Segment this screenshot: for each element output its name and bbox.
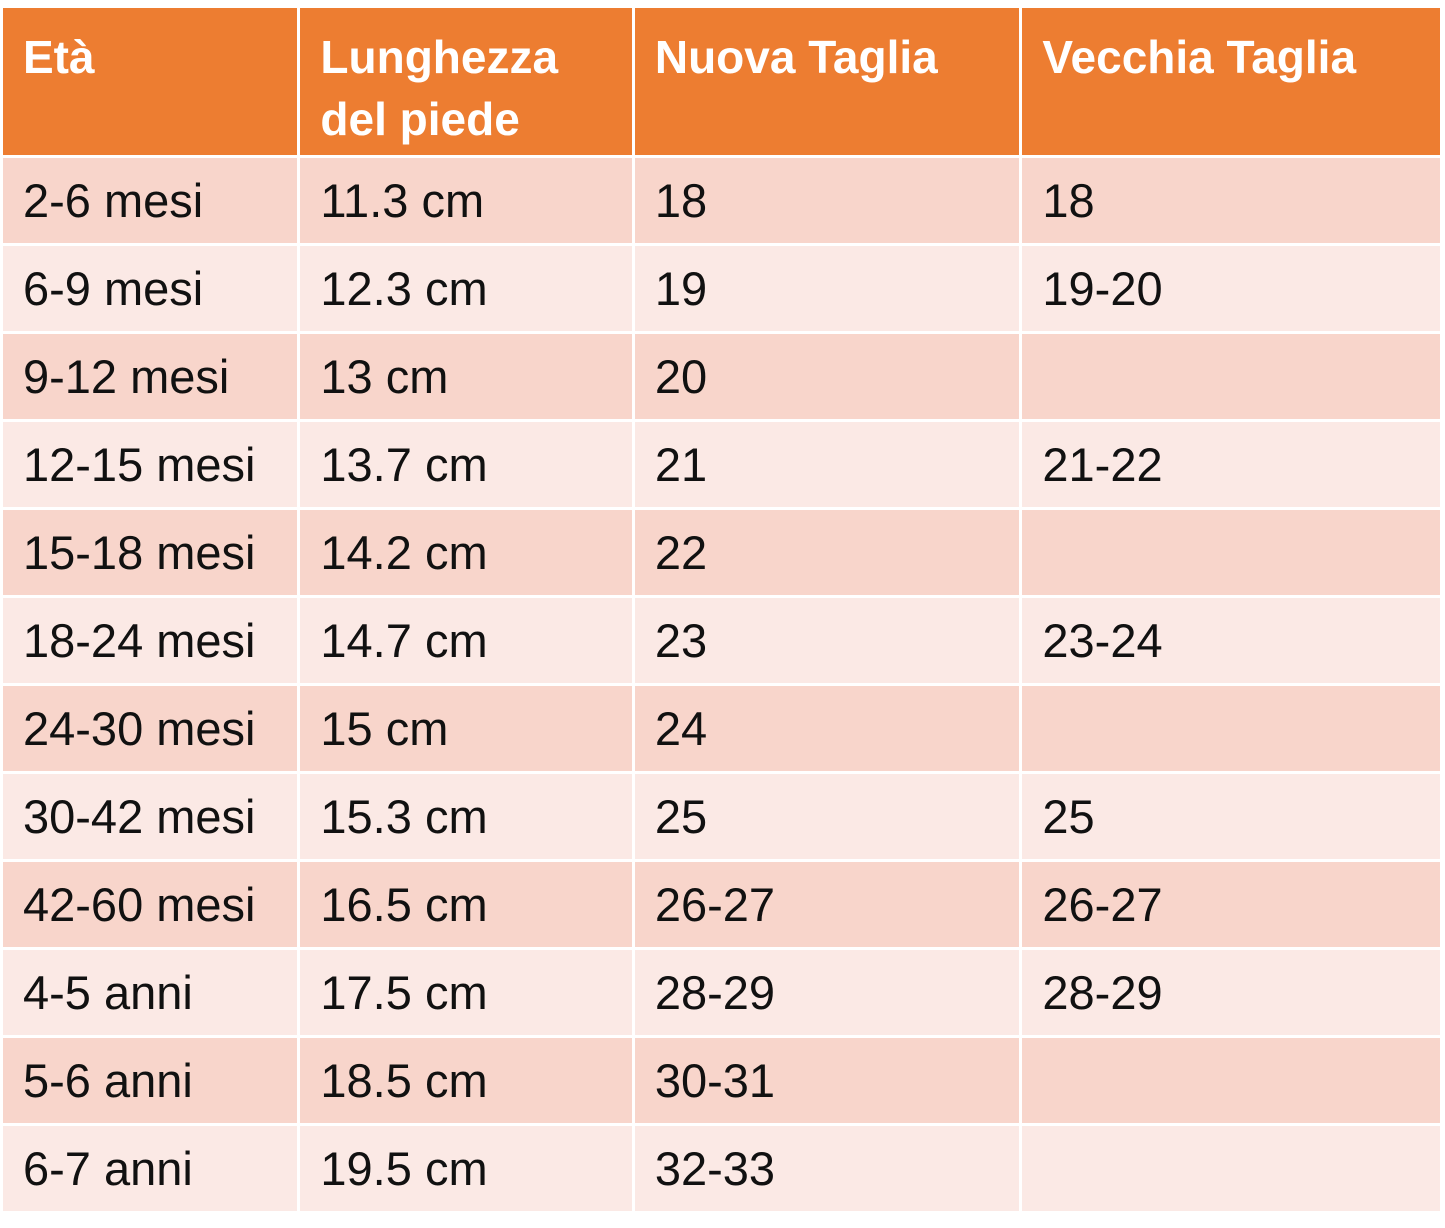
table-row: 6-7 anni 19.5 cm 32-33	[3, 1126, 1440, 1211]
table-cell: 4-5 anni	[3, 950, 298, 1035]
table-row: 2-6 mesi 11.3 cm 18 18	[3, 158, 1440, 243]
table-row: 24-30 mesi 15 cm 24	[3, 686, 1440, 771]
table-cell: 14.7 cm	[300, 598, 632, 683]
table-cell: 18.5 cm	[300, 1038, 632, 1123]
table-cell: 30-31	[634, 1038, 1020, 1123]
table-cell: 22	[634, 510, 1020, 595]
table-cell: 30-42 mesi	[3, 774, 298, 859]
table-cell: 42-60 mesi	[3, 862, 298, 947]
table-cell: 32-33	[634, 1126, 1020, 1211]
table-cell: 13 cm	[300, 334, 632, 419]
table-cell	[1022, 510, 1440, 595]
header-row: Età Lunghezza del piede Nuova Taglia Vecchi…	[3, 8, 1440, 155]
table-cell: 9-12 mesi	[3, 334, 298, 419]
table-cell: 15.3 cm	[300, 774, 632, 859]
header-cell: Nuova Taglia	[634, 8, 1020, 155]
table-cell: 15 cm	[300, 686, 632, 771]
table-cell: 21	[634, 422, 1020, 507]
table-row: 6-9 mesi 12.3 cm 19 19-20	[3, 246, 1440, 331]
table-cell: 14.2 cm	[300, 510, 632, 595]
table-cell: 11.3 cm	[300, 158, 632, 243]
header-cell: Età	[3, 8, 298, 155]
table-cell: 28-29	[634, 950, 1020, 1035]
table-cell	[1022, 1038, 1440, 1123]
table-cell: 28-29	[1022, 950, 1440, 1035]
table-cell: 19-20	[1022, 246, 1440, 331]
table-cell: 5-6 anni	[3, 1038, 298, 1123]
table-cell: 19.5 cm	[300, 1126, 632, 1211]
table-row: 12-15 mesi 13.7 cm 21 21-22	[3, 422, 1440, 507]
table-cell	[1022, 334, 1440, 419]
table-cell: 6-9 mesi	[3, 246, 298, 331]
table-cell: 17.5 cm	[300, 950, 632, 1035]
table-cell: 26-27	[634, 862, 1020, 947]
table-cell: 18	[1022, 158, 1440, 243]
table-cell: 12.3 cm	[300, 246, 632, 331]
table-cell: 12-15 mesi	[3, 422, 298, 507]
table-row: 18-24 mesi 14.7 cm 23 23-24	[3, 598, 1440, 683]
table-row: 4-5 anni 17.5 cm 28-29 28-29	[3, 950, 1440, 1035]
table-cell: 2-6 mesi	[3, 158, 298, 243]
table-cell: 25	[1022, 774, 1440, 859]
table-cell: 18	[634, 158, 1020, 243]
header-cell: Vecchia Taglia	[1022, 8, 1440, 155]
table-cell: 13.7 cm	[300, 422, 632, 507]
table-cell	[1022, 686, 1440, 771]
table-cell: 20	[634, 334, 1020, 419]
table-cell: 23-24	[1022, 598, 1440, 683]
table-cell: 25	[634, 774, 1020, 859]
table-cell: 21-22	[1022, 422, 1440, 507]
table-cell: 24	[634, 686, 1020, 771]
table-row: 5-6 anni 18.5 cm 30-31	[3, 1038, 1440, 1123]
table-cell: 15-18 mesi	[3, 510, 298, 595]
table-row: 30-42 mesi 15.3 cm 25 25	[3, 774, 1440, 859]
table-cell: 24-30 mesi	[3, 686, 298, 771]
table-cell: 26-27	[1022, 862, 1440, 947]
table-cell: 16.5 cm	[300, 862, 632, 947]
table-cell	[1022, 1126, 1440, 1211]
size-table: Età Lunghezza del piede Nuova Taglia Vecchi…	[0, 5, 1443, 1214]
header-cell: Lunghezza del piede	[300, 8, 632, 155]
table-row: 9-12 mesi 13 cm 20	[3, 334, 1440, 419]
table-row: 42-60 mesi 16.5 cm 26-27 26-27	[3, 862, 1440, 947]
table-cell: 18-24 mesi	[3, 598, 298, 683]
table-cell: 19	[634, 246, 1020, 331]
table-cell: 6-7 anni	[3, 1126, 298, 1211]
table-row: 15-18 mesi 14.2 cm 22	[3, 510, 1440, 595]
table-cell: 23	[634, 598, 1020, 683]
table-body: 2-6 mesi 11.3 cm 18 18 6-9 mesi 12.3 cm 19 19-2…	[3, 158, 1440, 1211]
